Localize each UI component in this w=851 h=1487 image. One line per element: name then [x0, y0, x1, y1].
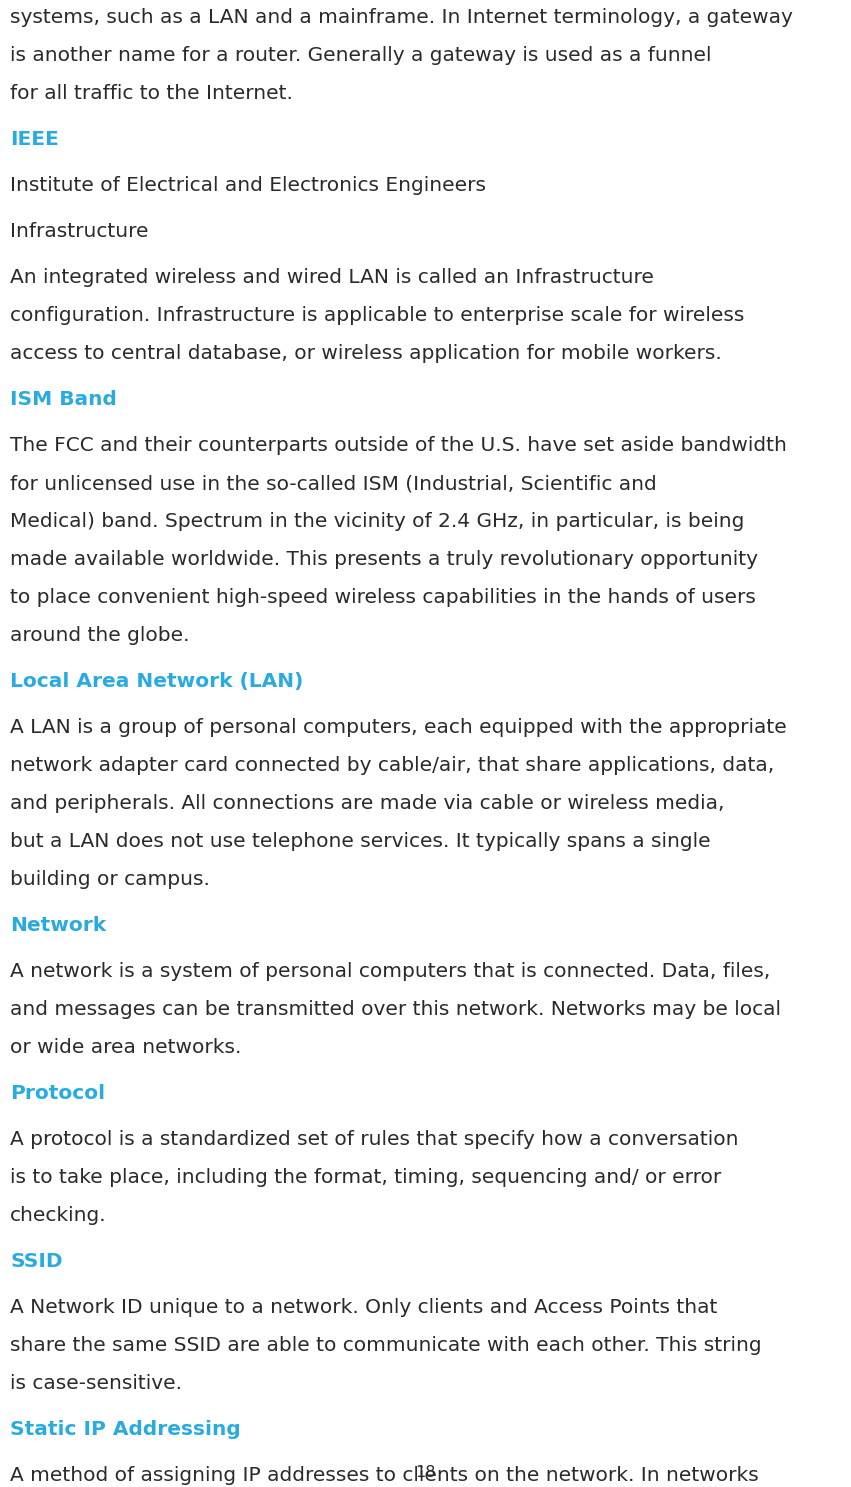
Text: and peripherals. All connections are made via cable or wireless media,: and peripherals. All connections are mad…: [10, 794, 724, 813]
Text: A protocol is a standardized set of rules that specify how a conversation: A protocol is a standardized set of rule…: [10, 1130, 739, 1149]
Text: A Network ID unique to a network. Only clients and Access Points that: A Network ID unique to a network. Only c…: [10, 1298, 717, 1317]
Text: to place convenient high-speed wireless capabilities in the hands of users: to place convenient high-speed wireless …: [10, 587, 756, 607]
Text: for unlicensed use in the so-called ISM (Industrial, Scientific and: for unlicensed use in the so-called ISM …: [10, 474, 657, 494]
Text: and messages can be transmitted over this network. Networks may be local: and messages can be transmitted over thi…: [10, 999, 781, 1019]
Text: is to take place, including the format, timing, sequencing and/ or error: is to take place, including the format, …: [10, 1167, 722, 1187]
Text: Medical) band. Spectrum in the vicinity of 2.4 GHz, in particular, is being: Medical) band. Spectrum in the vicinity …: [10, 512, 745, 531]
Text: share the same SSID are able to communicate with each other. This string: share the same SSID are able to communic…: [10, 1335, 762, 1355]
Text: The FCC and their counterparts outside of the U.S. have set aside bandwidth: The FCC and their counterparts outside o…: [10, 436, 787, 455]
Text: access to central database, or wireless application for mobile workers.: access to central database, or wireless …: [10, 343, 722, 363]
Text: Protocol: Protocol: [10, 1084, 106, 1103]
Text: Network: Network: [10, 916, 106, 935]
Text: checking.: checking.: [10, 1206, 106, 1225]
Text: SSID: SSID: [10, 1252, 62, 1271]
Text: for all traffic to the Internet.: for all traffic to the Internet.: [10, 83, 293, 103]
Text: Infrastructure: Infrastructure: [10, 222, 149, 241]
Text: configuration. Infrastructure is applicable to enterprise scale for wireless: configuration. Infrastructure is applica…: [10, 306, 745, 326]
Text: Static IP Addressing: Static IP Addressing: [10, 1420, 241, 1439]
Text: building or campus.: building or campus.: [10, 870, 210, 889]
Text: A network is a system of personal computers that is connected. Data, files,: A network is a system of personal comput…: [10, 962, 770, 981]
Text: 18: 18: [415, 1465, 436, 1480]
Text: but a LAN does not use telephone services. It typically spans a single: but a LAN does not use telephone service…: [10, 833, 711, 851]
Text: is another name for a router. Generally a gateway is used as a funnel: is another name for a router. Generally …: [10, 46, 711, 65]
Text: is case-sensitive.: is case-sensitive.: [10, 1374, 182, 1393]
Text: Institute of Electrical and Electronics Engineers: Institute of Electrical and Electronics …: [10, 175, 486, 195]
Text: or wide area networks.: or wide area networks.: [10, 1038, 242, 1057]
Text: A LAN is a group of personal computers, each equipped with the appropriate: A LAN is a group of personal computers, …: [10, 718, 787, 738]
Text: systems, such as a LAN and a mainframe. In Internet terminology, a gateway: systems, such as a LAN and a mainframe. …: [10, 7, 793, 27]
Text: around the globe.: around the globe.: [10, 626, 190, 645]
Text: made available worldwide. This presents a truly revolutionary opportunity: made available worldwide. This presents …: [10, 550, 758, 570]
Text: Local Area Network (LAN): Local Area Network (LAN): [10, 672, 303, 691]
Text: A method of assigning IP addresses to clients on the network. In networks: A method of assigning IP addresses to cl…: [10, 1466, 759, 1486]
Text: IEEE: IEEE: [10, 129, 59, 149]
Text: network adapter card connected by cable/air, that share applications, data,: network adapter card connected by cable/…: [10, 755, 774, 775]
Text: An integrated wireless and wired LAN is called an Infrastructure: An integrated wireless and wired LAN is …: [10, 268, 654, 287]
Text: ISM Band: ISM Band: [10, 390, 117, 409]
